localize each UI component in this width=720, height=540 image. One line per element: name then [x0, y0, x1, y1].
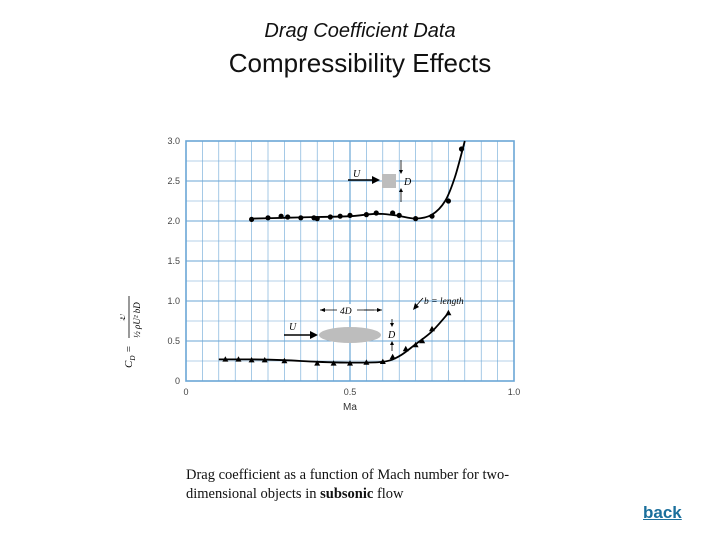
caption-text-2: flow — [373, 486, 404, 502]
svg-text:CD =: CD = — [123, 345, 137, 368]
drag-coefficient-chart: 0 0.5 1.0 1.5 2.0 2.5 3.0 0 0.5 1.0 CD = 𝔇 ½ ρU² … — [120, 136, 520, 413]
data-point-circle — [363, 212, 369, 218]
y-tick-label: 3.0 — [167, 136, 180, 146]
data-point-circle — [285, 214, 291, 220]
data-point-triangle — [248, 357, 255, 363]
data-point-circle — [396, 212, 402, 218]
back-link[interactable]: back — [643, 503, 682, 522]
data-point-triangle — [429, 325, 435, 332]
x-axis-label: Ma — [343, 402, 357, 413]
data-point-circle — [278, 213, 284, 219]
ellipse-width-label: 4D — [340, 307, 352, 317]
data-point-triangle — [389, 353, 396, 360]
ellipse-object-diagram: b = length 4D U D — [284, 297, 464, 351]
caption-bold-word: subsonic — [320, 486, 374, 502]
data-point-circle — [327, 214, 333, 220]
y-tick-label: 1.0 — [167, 296, 180, 306]
y-tick-label: 0 — [175, 376, 180, 386]
ellipse-size-label: D — [387, 330, 396, 341]
x-tick-label: 1.0 — [508, 387, 521, 397]
data-point-circle — [265, 215, 271, 221]
data-point-circle — [413, 216, 419, 222]
page-title: Compressibility Effects — [228, 48, 492, 78]
figure-caption: Drag coefficient as a function of Mach n… — [186, 466, 566, 504]
data-point-circle — [429, 213, 435, 219]
chart-grid — [185, 140, 515, 382]
data-point-triangle — [235, 356, 242, 362]
svg-text:½ ρU² bD: ½ ρU² bD — [132, 302, 142, 338]
data-point-triangle — [402, 345, 409, 352]
data-point-circle — [314, 216, 320, 222]
data-point-triangle — [222, 356, 229, 362]
data-point-circle — [249, 216, 255, 222]
data-point-circle — [373, 210, 379, 216]
y-tick-label: 0.5 — [167, 336, 180, 346]
x-tick-label: 0 — [183, 387, 188, 397]
data-point-circle — [298, 215, 304, 221]
data-point-triangle — [419, 337, 426, 344]
data-point-triangle — [412, 341, 419, 348]
chart-subtitle: Drag Coefficient Data — [264, 20, 456, 42]
data-point-triangle — [314, 360, 321, 366]
data-point-triangle — [261, 357, 268, 363]
ellipse-span-label: b = length — [424, 297, 464, 307]
ellipse-object — [319, 327, 381, 343]
data-point-circle — [445, 198, 451, 204]
fit-curve-1 — [251, 140, 466, 220]
y-tick-label: 1.5 — [167, 256, 180, 266]
data-point-circle — [390, 210, 396, 216]
data-points — [222, 146, 465, 366]
data-point-triangle — [347, 360, 353, 366]
ellipse-flow-label: U — [289, 322, 297, 333]
square-size-label: D — [403, 177, 412, 188]
data-point-circle — [347, 212, 353, 218]
y-axis-label: CD = 𝔇 ½ ρU² bD — [120, 296, 142, 368]
caption-text-1: Drag coefficient as a function of Mach n… — [186, 467, 510, 502]
data-point-triangle — [281, 357, 288, 364]
data-point-triangle — [445, 309, 452, 316]
data-point-circle — [458, 146, 465, 152]
square-object-diagram: U D — [348, 160, 412, 202]
axis-ticks: 0 0.5 1.0 1.5 2.0 2.5 3.0 0 0.5 1.0 — [167, 136, 520, 397]
data-point-triangle — [330, 360, 337, 366]
square-flow-label: U — [353, 169, 361, 180]
data-point-triangle — [379, 358, 386, 364]
data-point-circle — [337, 213, 343, 219]
y-tick-label: 2.5 — [167, 176, 180, 186]
y-tick-label: 2.0 — [167, 216, 180, 226]
svg-text:𝔇: 𝔇 — [120, 314, 128, 322]
data-point-triangle — [363, 359, 370, 365]
x-tick-label: 0.5 — [344, 387, 357, 397]
square-object — [382, 174, 396, 188]
